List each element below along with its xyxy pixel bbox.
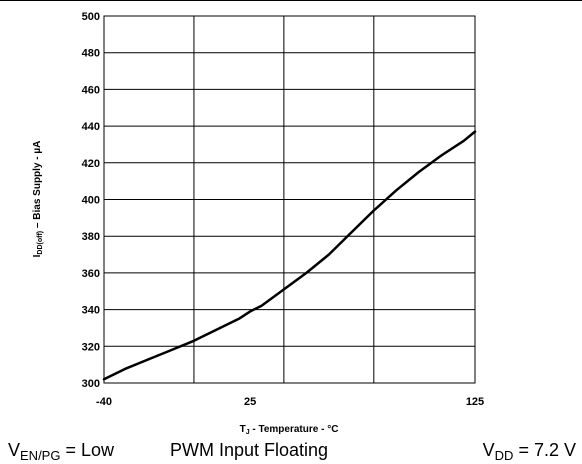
caption-ven: VEN/PG = Low [8, 440, 115, 463]
y-tick-label: 380 [82, 231, 100, 243]
y-tick-label: 460 [82, 84, 100, 96]
series-line [102, 130, 477, 381]
x-axis-title-rest: - Temperature - °C [250, 424, 339, 435]
caption-vdd-rest: = 7.2 V [513, 440, 576, 460]
x-tick-label: -40 [96, 396, 112, 408]
caption-vdd-main: V [483, 440, 495, 460]
caption-ven-sub: EN/PG [20, 448, 60, 463]
y-axis-title-rest: – Bias Supply - µA [32, 141, 43, 231]
x-tick-labels: -40 25 125 [96, 396, 484, 408]
caption-ven-rest: = Low [60, 440, 115, 460]
y-tick-label: 360 [82, 268, 100, 280]
x-tick-label: 125 [466, 396, 484, 408]
x-tick-label: 25 [244, 396, 256, 408]
y-tick-label: 480 [82, 48, 100, 60]
y-tick-label: 440 [82, 121, 100, 133]
y-tick-labels: 300 320 340 360 380 400 420 440 460 480 500 [82, 11, 100, 390]
x-axis-title: TJ - Temperature - °C [240, 424, 339, 436]
y-tick-label: 400 [82, 195, 100, 207]
plot-area-frame [103, 15, 476, 384]
x-axis-title-sub: J [246, 429, 250, 436]
caption-ven-main: V [8, 440, 20, 460]
y-axis-title-sub: DD(off) [37, 231, 44, 255]
y-tick-label: 320 [82, 341, 100, 353]
caption-vdd: VDD = 7.2 V [483, 440, 576, 463]
y-axis-title: IDD(off) – Bias Supply - µA [32, 141, 44, 258]
caption-pwm: PWM Input Floating [170, 440, 328, 460]
y-tick-label: 500 [82, 11, 100, 23]
y-tick-label: 420 [82, 158, 100, 170]
x-axis-title-main: T [240, 424, 246, 435]
grid-layer [103, 15, 476, 384]
y-tick-label: 300 [82, 378, 100, 390]
caption-vdd-sub: DD [495, 448, 514, 463]
y-tick-label: 340 [82, 305, 100, 317]
y-axis-title-main: I [32, 254, 43, 257]
